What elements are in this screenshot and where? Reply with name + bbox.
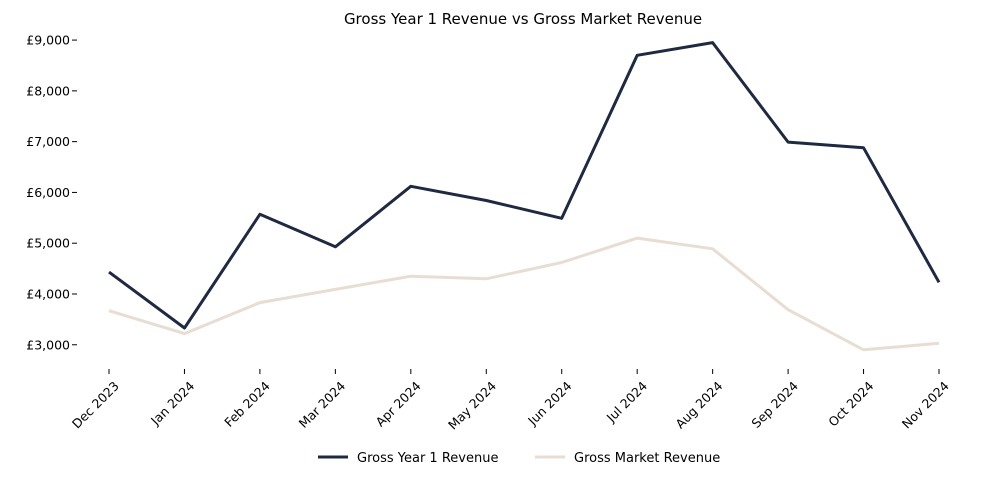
x-tick-label: Nov 2024 — [899, 378, 952, 431]
y-tick-label: £4,000 — [26, 286, 70, 301]
y-tick-label: £6,000 — [26, 185, 70, 200]
x-tick-label: Feb 2024 — [221, 378, 273, 430]
chart-title: Gross Year 1 Revenue vs Gross Market Rev… — [344, 10, 702, 28]
series-line-gross-year-1-revenue — [108, 41, 941, 330]
y-tick-label: £3,000 — [26, 337, 70, 352]
y-tick-label: £5,000 — [26, 236, 70, 251]
x-tick-label: Mar 2024 — [296, 378, 349, 431]
x-tick-label: Dec 2023 — [69, 378, 122, 431]
x-tick-label: May 2024 — [445, 378, 499, 432]
x-tick-label: Aug 2024 — [672, 378, 725, 431]
legend-label: Gross Market Revenue — [574, 451, 720, 466]
x-axis: Dec 2023 Jan 2024 Feb 2024 Mar 2024 Apr 2024… — [69, 369, 952, 432]
x-tick-label: Jan 2024 — [147, 378, 197, 428]
x-tick-label: Jun 2024 — [524, 378, 574, 428]
series-line-gross-market-revenue — [108, 236, 940, 352]
x-tick-label: Oct 2024 — [825, 378, 876, 429]
y-axis: £3,000 £4,000 £5,000 £6,000 £7,000 £8,000 £9,0… — [26, 33, 77, 352]
legend: Gross Year 1 Revenue Gross Market Revenue — [318, 451, 720, 466]
x-tick-label: Jul 2024 — [603, 378, 650, 425]
y-tick-label: £9,000 — [26, 33, 70, 48]
x-tick-label: Sep 2024 — [748, 378, 801, 431]
y-tick-label: £7,000 — [26, 134, 70, 149]
y-tick-label: £8,000 — [26, 83, 70, 98]
x-tick-label: Apr 2024 — [373, 378, 424, 429]
series-layer — [108, 41, 941, 352]
legend-label: Gross Year 1 Revenue — [357, 451, 498, 466]
